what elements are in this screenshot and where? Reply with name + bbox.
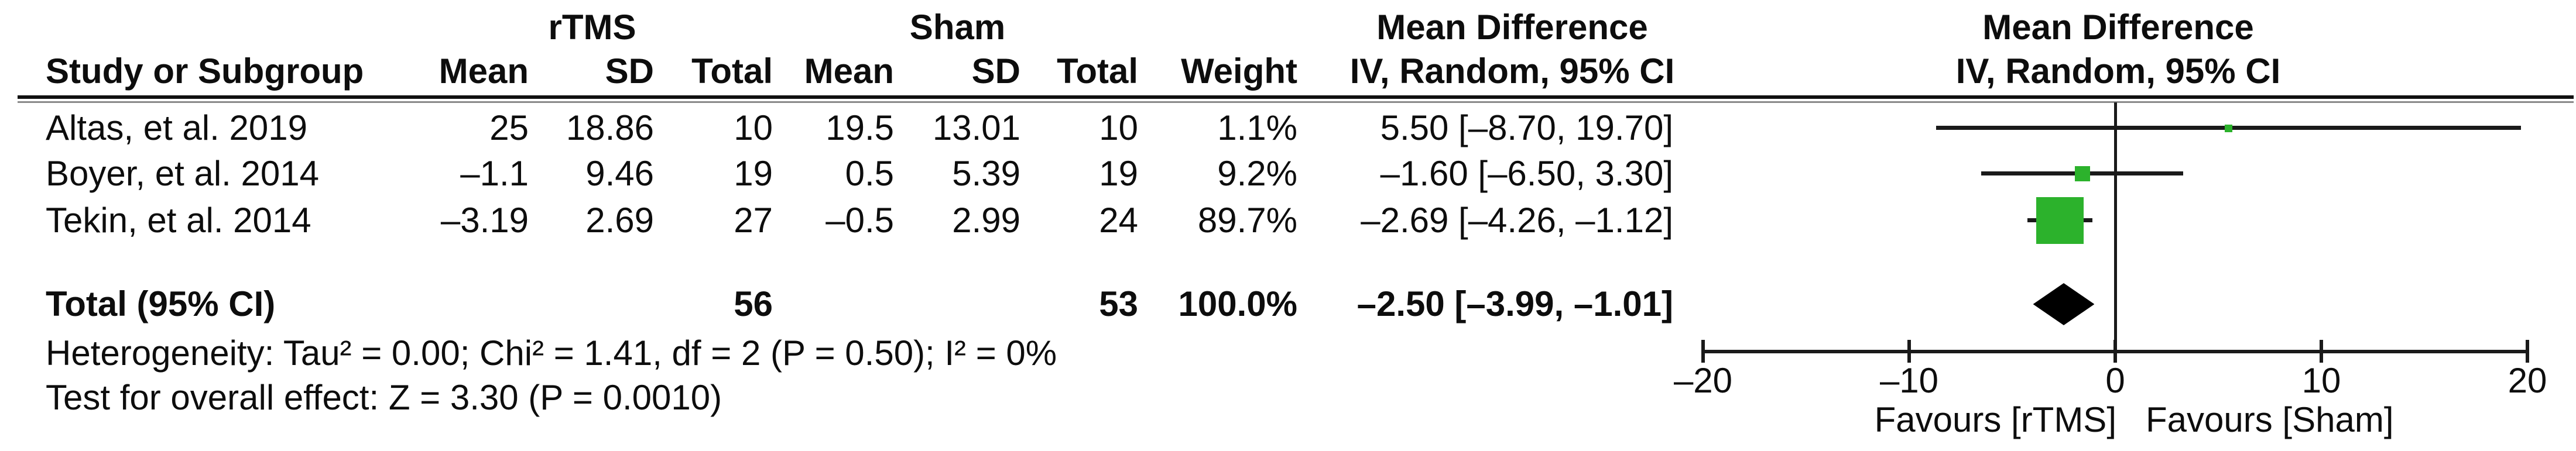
col-header-weight: Weight bbox=[1181, 51, 1297, 91]
effect-marker-1 bbox=[2225, 124, 2233, 132]
group-header-sham: Sham bbox=[909, 8, 1006, 47]
total-sham-n: 53 bbox=[1099, 284, 1138, 323]
rtms-total: 27 bbox=[734, 201, 773, 240]
study-name: Altas, et al. 2019 bbox=[46, 108, 307, 147]
x-axis-tick-label: –20 bbox=[1673, 361, 1733, 400]
column-header-row: Study or Subgroup Mean SD Total Mean SD … bbox=[0, 53, 2576, 89]
rtms-total: 19 bbox=[734, 154, 773, 193]
rtms-mean: –1.1 bbox=[460, 154, 529, 193]
col-header-mean-sham: Mean bbox=[804, 51, 894, 91]
x-axis-tick-label: –10 bbox=[1879, 361, 1939, 400]
sham-sd: 13.01 bbox=[932, 108, 1020, 147]
table-row-study-2: Boyer, et al. 2014 –1.1 9.46 19 0.5 5.39… bbox=[0, 156, 2576, 192]
col-header-total-sham: Total bbox=[1057, 51, 1138, 91]
x-axis-tick-label: 10 bbox=[2301, 361, 2341, 400]
table-row-study-1: Altas, et al. 2019 25 18.86 10 19.5 13.0… bbox=[0, 110, 2576, 146]
ci-text: –2.69 [–4.26, –1.12] bbox=[1361, 201, 1673, 240]
col-header-study: Study or Subgroup bbox=[46, 51, 364, 91]
table-row-study-3: Tekin, et al. 2014 –3.19 2.69 27 –0.5 2.… bbox=[0, 202, 2576, 239]
favours-right-label: Favours [Sham] bbox=[2146, 400, 2394, 439]
overall-effect-text: Test for overall effect: Z = 3.30 (P = 0… bbox=[46, 378, 722, 417]
total-label: Total (95% CI) bbox=[46, 284, 276, 323]
sham-sd: 5.39 bbox=[952, 154, 1020, 193]
effect-marker-2 bbox=[2074, 166, 2090, 181]
col-header-ci-plot: IV, Random, 95% CI bbox=[1955, 51, 2281, 91]
x-axis-tick bbox=[2320, 340, 2323, 363]
table-row-total: Total (95% CI) 56 53 100.0% –2.50 [–3.99… bbox=[0, 286, 2576, 322]
zero-effect-line bbox=[2113, 102, 2117, 352]
header-separator-line-thin bbox=[18, 101, 2574, 103]
x-axis-tick bbox=[2113, 340, 2117, 363]
group-header-md-plot: Mean Difference bbox=[1982, 8, 2254, 47]
rtms-mean: –3.19 bbox=[440, 201, 529, 240]
x-axis-tick-label: 20 bbox=[2508, 361, 2547, 400]
ci-text: –1.60 [–6.50, 3.30] bbox=[1380, 154, 1673, 193]
x-axis-tick-label: 0 bbox=[2105, 361, 2125, 400]
sham-mean: 0.5 bbox=[845, 154, 894, 193]
sham-total: 24 bbox=[1099, 201, 1138, 240]
study-name: Boyer, et al. 2014 bbox=[46, 154, 319, 193]
group-header-rtms: rTMS bbox=[548, 8, 636, 47]
total-ci-text: –2.50 [–3.99, –1.01] bbox=[1356, 284, 1673, 323]
weight: 9.2% bbox=[1217, 154, 1297, 193]
total-weight: 100.0% bbox=[1178, 284, 1298, 323]
sham-total: 19 bbox=[1099, 154, 1138, 193]
col-header-sd-sham: SD bbox=[971, 51, 1020, 91]
overall-effect-row: Test for overall effect: Z = 3.30 (P = 0… bbox=[0, 380, 2576, 416]
study-name: Tekin, et al. 2014 bbox=[46, 201, 311, 240]
sham-mean: 19.5 bbox=[825, 108, 894, 147]
group-header-md-table: Mean Difference bbox=[1376, 8, 1648, 47]
favours-left-label: Favours [rTMS] bbox=[1874, 400, 2116, 439]
rtms-sd: 9.46 bbox=[585, 154, 654, 193]
heterogeneity-text: Heterogeneity: Tau² = 0.00; Chi² = 1.41,… bbox=[46, 333, 1057, 373]
rtms-total: 10 bbox=[734, 108, 773, 147]
effect-marker-3 bbox=[2036, 197, 2084, 245]
sham-mean: –0.5 bbox=[825, 201, 894, 240]
x-axis-tick bbox=[1701, 340, 1705, 363]
col-header-sd-rtms: SD bbox=[605, 51, 654, 91]
rtms-mean: 25 bbox=[489, 108, 529, 147]
x-axis-tick bbox=[2526, 340, 2529, 363]
ci-text: 5.50 [–8.70, 19.70] bbox=[1380, 108, 1673, 147]
weight: 89.7% bbox=[1197, 201, 1297, 240]
header-separator-line bbox=[18, 95, 2574, 99]
weight: 1.1% bbox=[1217, 108, 1297, 147]
sham-sd: 2.99 bbox=[952, 201, 1020, 240]
col-header-ci-table: IV, Random, 95% CI bbox=[1349, 51, 1675, 91]
col-header-total-rtms: Total bbox=[691, 51, 773, 91]
sham-total: 10 bbox=[1099, 108, 1138, 147]
col-header-mean-rtms: Mean bbox=[439, 51, 529, 91]
x-axis-tick bbox=[1907, 340, 1911, 363]
total-rtms-n: 56 bbox=[734, 284, 773, 323]
rtms-sd: 2.69 bbox=[585, 201, 654, 240]
heterogeneity-row: Heterogeneity: Tau² = 0.00; Chi² = 1.41,… bbox=[0, 335, 2576, 371]
group-header-row: rTMS Sham Mean Difference Mean Differenc… bbox=[0, 9, 2576, 46]
rtms-sd: 18.86 bbox=[566, 108, 654, 147]
